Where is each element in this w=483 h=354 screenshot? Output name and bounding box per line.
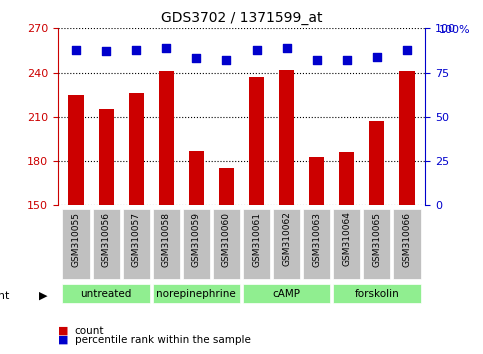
- FancyBboxPatch shape: [183, 209, 210, 279]
- Point: [343, 57, 351, 63]
- Text: forskolin: forskolin: [355, 289, 399, 299]
- Text: GSM310063: GSM310063: [312, 212, 321, 267]
- FancyBboxPatch shape: [394, 209, 421, 279]
- Text: GSM310061: GSM310061: [252, 212, 261, 267]
- Point: [193, 56, 200, 61]
- FancyBboxPatch shape: [93, 209, 120, 279]
- Bar: [399, 71, 414, 205]
- Text: agent: agent: [0, 291, 10, 301]
- Bar: [279, 70, 294, 205]
- FancyBboxPatch shape: [333, 209, 360, 279]
- Text: GDS3702 / 1371599_at: GDS3702 / 1371599_at: [161, 11, 322, 25]
- FancyBboxPatch shape: [363, 209, 390, 279]
- Y-axis label: 100%: 100%: [439, 25, 470, 35]
- Point: [72, 47, 80, 52]
- Text: ▶: ▶: [39, 291, 47, 301]
- Point: [283, 45, 290, 51]
- FancyBboxPatch shape: [303, 209, 330, 279]
- FancyBboxPatch shape: [123, 209, 150, 279]
- FancyBboxPatch shape: [243, 284, 330, 303]
- Text: GSM310057: GSM310057: [132, 212, 141, 267]
- Text: percentile rank within the sample: percentile rank within the sample: [75, 335, 251, 345]
- FancyBboxPatch shape: [273, 209, 300, 279]
- Point: [132, 47, 140, 52]
- Text: GSM310066: GSM310066: [402, 212, 412, 267]
- Point: [373, 54, 381, 59]
- Bar: [99, 109, 114, 205]
- Bar: [309, 156, 324, 205]
- Bar: [249, 77, 264, 205]
- Text: ■: ■: [58, 335, 69, 345]
- Bar: [159, 71, 174, 205]
- Text: GSM310058: GSM310058: [162, 212, 171, 267]
- FancyBboxPatch shape: [213, 209, 240, 279]
- FancyBboxPatch shape: [243, 209, 270, 279]
- Text: GSM310065: GSM310065: [372, 212, 382, 267]
- Point: [223, 57, 230, 63]
- FancyBboxPatch shape: [153, 209, 180, 279]
- FancyBboxPatch shape: [62, 284, 150, 303]
- Point: [313, 57, 321, 63]
- Text: GSM310060: GSM310060: [222, 212, 231, 267]
- Point: [403, 47, 411, 52]
- Text: GSM310062: GSM310062: [282, 212, 291, 267]
- FancyBboxPatch shape: [153, 284, 240, 303]
- FancyBboxPatch shape: [333, 284, 421, 303]
- Text: ■: ■: [58, 326, 69, 336]
- Text: GSM310055: GSM310055: [71, 212, 81, 267]
- Point: [102, 48, 110, 54]
- Bar: [339, 152, 355, 205]
- Text: GSM310059: GSM310059: [192, 212, 201, 267]
- Point: [162, 45, 170, 51]
- Text: norepinephrine: norepinephrine: [156, 289, 236, 299]
- Point: [253, 47, 260, 52]
- Bar: [369, 121, 384, 205]
- Text: count: count: [75, 326, 104, 336]
- Bar: [219, 169, 234, 205]
- Bar: [128, 93, 144, 205]
- Text: cAMP: cAMP: [272, 289, 300, 299]
- Text: GSM310056: GSM310056: [101, 212, 111, 267]
- Bar: [189, 151, 204, 205]
- Text: GSM310064: GSM310064: [342, 212, 351, 267]
- Text: untreated: untreated: [80, 289, 132, 299]
- Bar: [69, 95, 84, 205]
- FancyBboxPatch shape: [62, 209, 89, 279]
